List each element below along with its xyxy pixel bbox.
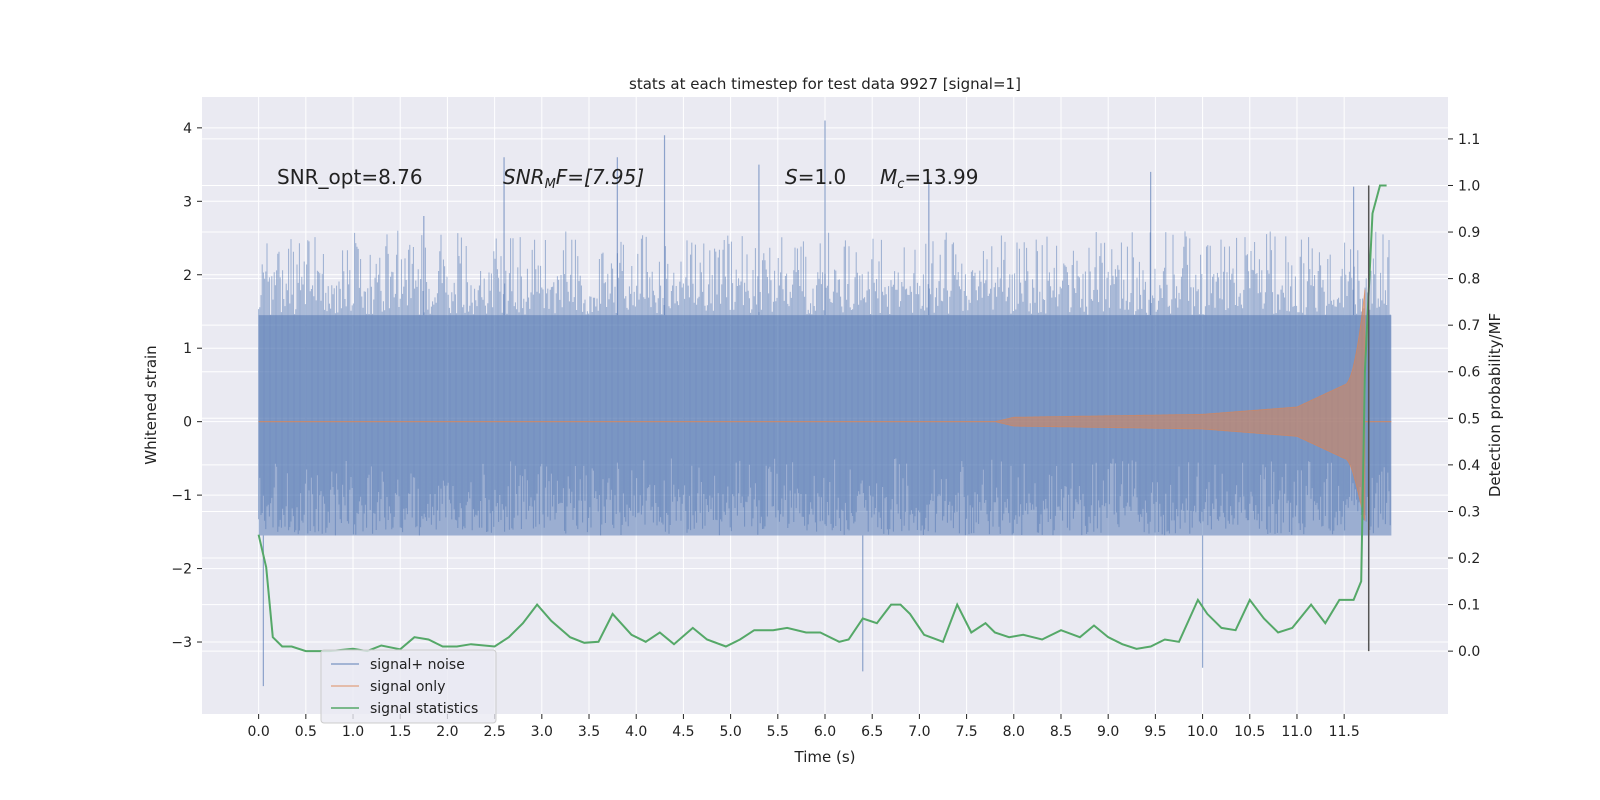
x-tick-label-9: 4.5 xyxy=(672,724,694,740)
x-tick-label-5: 2.5 xyxy=(483,724,505,740)
x-tick-label-23: 11.5 xyxy=(1329,724,1360,740)
annotation-snr-mf: SNRMF=[7.95] xyxy=(503,165,644,192)
y2-tick-label-8: 0.8 xyxy=(1458,272,1480,288)
y-tick-label-4: 1 xyxy=(183,341,192,357)
x-tick-label-3: 1.5 xyxy=(389,724,411,740)
y2-tick-label-11: 1.1 xyxy=(1458,132,1480,148)
x-tick-label-20: 10.0 xyxy=(1187,724,1218,740)
x-tick-label-4: 2.0 xyxy=(436,724,458,740)
y2-tick-label-7: 0.7 xyxy=(1458,318,1480,334)
y-tick-label-6: 3 xyxy=(183,194,192,210)
series-signal-statistics xyxy=(257,184,1387,653)
x-axis-ticks: 0.0 0.5 1.0 1.5 2.0 2.5 3.0 3.5 4.0 4.5 5.0 5.5 6.0 6… xyxy=(248,714,1360,740)
chart-title: stats at each timestep for test data 992… xyxy=(629,75,1021,93)
x-tick-label-21: 10.5 xyxy=(1234,724,1265,740)
x-tick-label-7: 3.5 xyxy=(578,724,600,740)
y-tick-label-5: 2 xyxy=(183,268,192,284)
stats-line xyxy=(257,184,1387,653)
legend-label-signal-noise: signal+ noise xyxy=(370,657,465,673)
x-tick-label-0: 0.0 xyxy=(248,724,270,740)
y2-axis-ticks: 0.0 0.1 0.2 0.3 0.4 0.5 0.6 0.7 0.8 0.9 1.0 1.1 xyxy=(1448,132,1480,660)
x-tick-label-14: 7.0 xyxy=(908,724,930,740)
y2-axis-label: Detection probability/MF xyxy=(1486,313,1504,497)
annotation-snr-opt: SNR_opt=8.76 xyxy=(277,165,423,189)
x-tick-label-10: 5.0 xyxy=(719,724,741,740)
y-tick-label-7: 4 xyxy=(183,121,192,137)
y2-tick-label-5: 0.5 xyxy=(1458,411,1480,427)
y-tick-label-3: 0 xyxy=(183,415,192,431)
y-axis-label: Whitened strain xyxy=(142,345,160,464)
annotation-mc: Mc=13.99 xyxy=(880,165,978,192)
x-tick-label-11: 5.5 xyxy=(767,724,789,740)
y2-tick-label-0: 0.0 xyxy=(1458,644,1480,660)
legend-label-signal-statistics: signal statistics xyxy=(370,701,478,717)
legend-label-signal-only: signal only xyxy=(370,679,445,695)
y2-tick-label-4: 0.4 xyxy=(1458,458,1480,474)
x-tick-label-12: 6.0 xyxy=(814,724,836,740)
x-tick-label-13: 6.5 xyxy=(861,724,883,740)
y-tick-label-0: −3 xyxy=(171,635,192,651)
y2-tick-label-1: 0.1 xyxy=(1458,598,1480,614)
x-axis-label: Time (s) xyxy=(794,748,856,766)
x-tick-label-2: 1.0 xyxy=(342,724,364,740)
x-tick-label-6: 3.0 xyxy=(531,724,553,740)
annotation-s: S=1.0 xyxy=(785,165,846,189)
x-tick-label-18: 9.0 xyxy=(1097,724,1119,740)
legend: signal+ noise signal only signal statist… xyxy=(320,649,497,724)
y2-tick-label-10: 1.0 xyxy=(1458,178,1480,194)
x-tick-label-1: 0.5 xyxy=(295,724,317,740)
x-tick-label-16: 8.0 xyxy=(1003,724,1025,740)
x-tick-label-8: 4.0 xyxy=(625,724,647,740)
y-tick-label-2: −1 xyxy=(171,488,192,504)
y2-tick-label-9: 0.9 xyxy=(1458,225,1480,241)
x-tick-label-19: 9.5 xyxy=(1144,724,1166,740)
x-tick-label-17: 8.5 xyxy=(1050,724,1072,740)
legend-box xyxy=(320,649,497,724)
y2-tick-label-2: 0.2 xyxy=(1458,551,1480,567)
y2-tick-label-6: 0.6 xyxy=(1458,365,1480,381)
y2-tick-label-3: 0.3 xyxy=(1458,504,1480,520)
x-tick-label-15: 7.5 xyxy=(955,724,977,740)
y-axis-ticks: −3 −2 −1 0 1 2 3 4 xyxy=(171,121,202,651)
x-tick-label-22: 11.0 xyxy=(1281,724,1312,740)
y-tick-label-1: −2 xyxy=(171,562,192,578)
